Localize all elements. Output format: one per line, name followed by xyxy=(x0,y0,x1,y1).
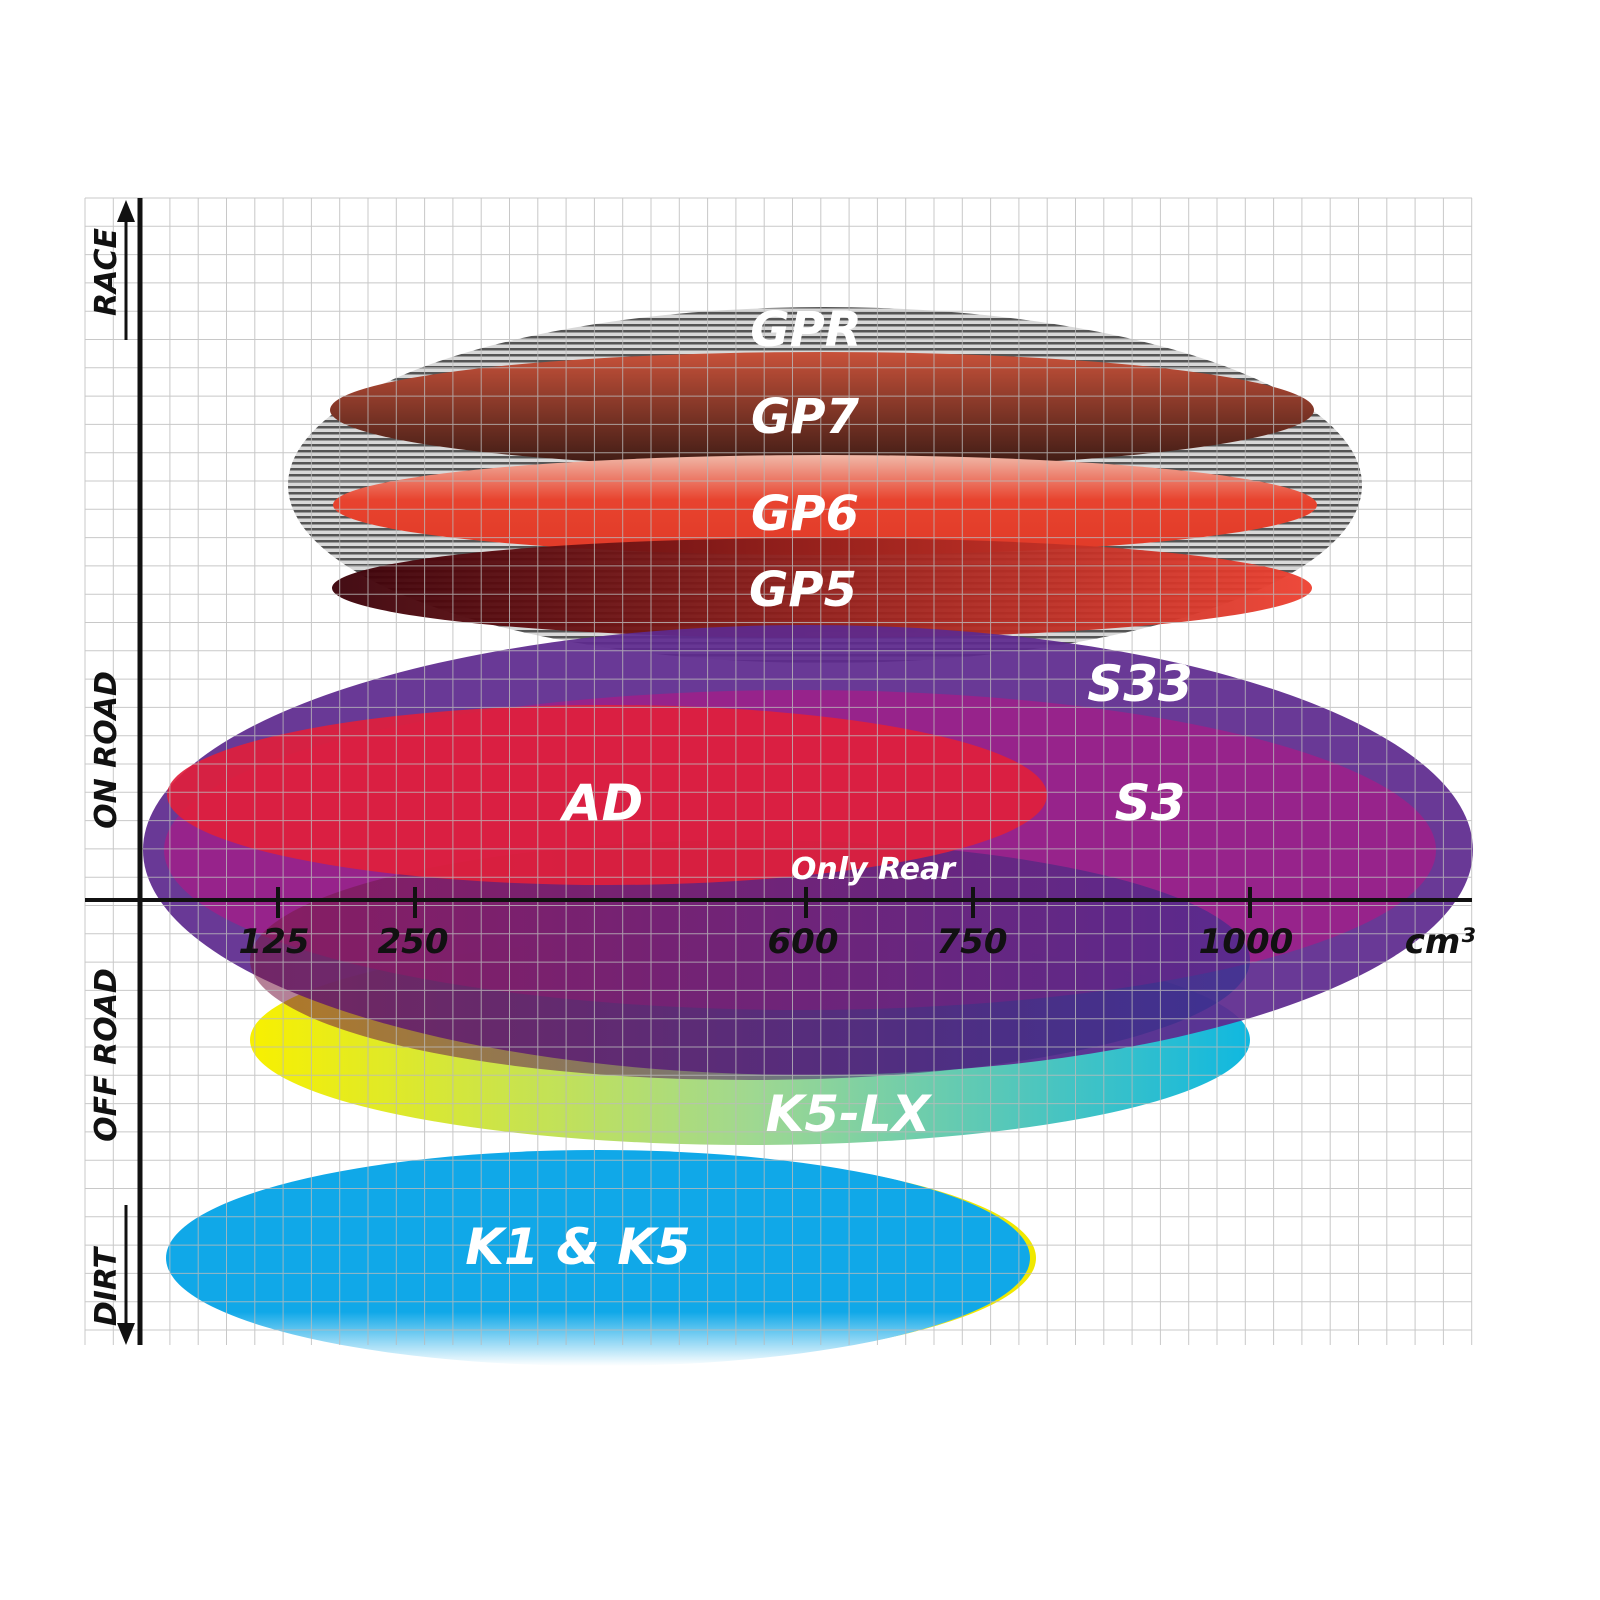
gp6-zone xyxy=(333,455,1317,555)
tick-label-750: 750 xyxy=(937,922,1008,962)
label-gpr: GPR xyxy=(750,302,862,358)
k1k5-zone xyxy=(166,1150,1030,1366)
y-label-race: RACE xyxy=(89,228,124,316)
tick-label-600: 600 xyxy=(768,922,839,962)
ad-zone xyxy=(167,705,1047,885)
label-k1k5: K1 & K5 xyxy=(465,1218,691,1276)
race-arrow-icon xyxy=(117,200,135,340)
label-only-rear: Only Rear xyxy=(791,852,957,887)
tick-label-250: 250 xyxy=(378,922,449,962)
y-label-on-road: ON ROAD xyxy=(89,671,124,829)
tick-label-1000: 1000 xyxy=(1199,922,1294,962)
tick-label-125: 125 xyxy=(239,922,310,962)
label-gp6: GP6 xyxy=(751,486,859,542)
label-gp5: GP5 xyxy=(749,562,857,618)
x-ticks xyxy=(276,887,1252,918)
label-ad: AD xyxy=(559,774,643,832)
label-k5lx: K5-LX xyxy=(766,1085,933,1143)
gp7-zone xyxy=(330,352,1314,468)
x-axis-unit: cm³ xyxy=(1405,922,1476,962)
label-s3: S3 xyxy=(1115,774,1186,832)
label-s33: S33 xyxy=(1087,655,1193,713)
gp5-zone xyxy=(332,538,1312,638)
y-label-off-road: OFF ROAD xyxy=(89,968,124,1142)
dirt-arrow-icon xyxy=(117,1205,135,1345)
grid xyxy=(84,197,1473,1345)
y-label-dirt: DIRT xyxy=(89,1245,124,1326)
label-gp7: GP7 xyxy=(751,389,860,445)
